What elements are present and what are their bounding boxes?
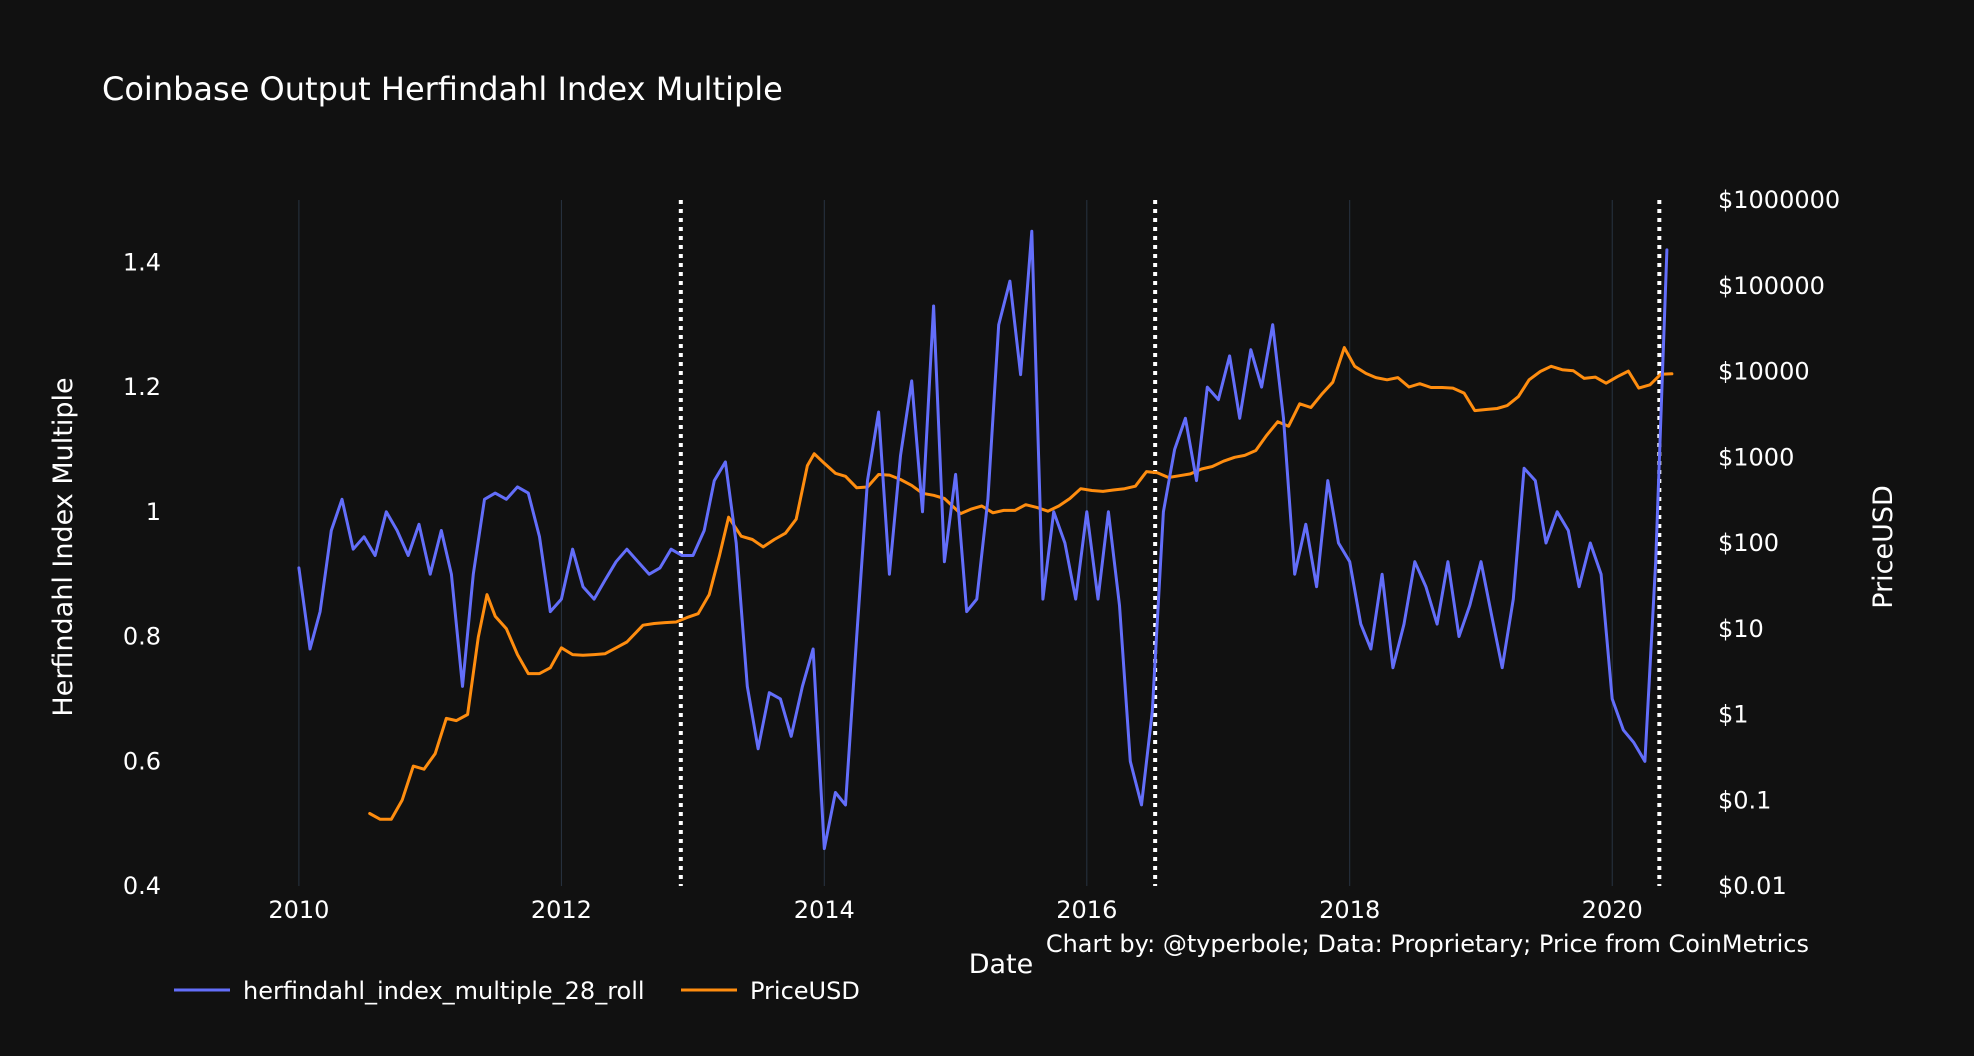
- vertical-dotted-markers: [678, 200, 1662, 886]
- y2-tick-label: $1000: [1718, 443, 1794, 471]
- chart-title: Coinbase Output Herfindahl Index Multipl…: [102, 70, 783, 108]
- y2-tick-label: $0.1: [1718, 786, 1771, 814]
- x-gridlines: [298, 200, 1613, 886]
- source-annotation: Chart by: @typerbole; Data: Proprietary;…: [1046, 930, 1809, 958]
- y-tick-label: 0.6: [123, 747, 161, 775]
- legend-item-priceusd[interactable]: PriceUSD: [681, 977, 860, 1005]
- y2-tick-label: $0.01: [1718, 872, 1787, 900]
- x-tick-label: 2014: [794, 896, 855, 924]
- y-tick-label: 0.4: [123, 872, 161, 900]
- y2-axis-ticks: $0.01 $0.1 $1 $10 $100 $1000 $10000 $100000 $100…: [1718, 186, 1840, 900]
- y-tick-label: 1: [146, 498, 161, 526]
- y-tick-label: 1.2: [123, 373, 161, 401]
- y2-tick-label: $1: [1718, 701, 1749, 729]
- x-axis-ticks: 2010 2012 2014 2016 2018 2020: [268, 896, 1642, 924]
- y-tick-label: 1.4: [123, 248, 161, 276]
- y-axis-label: Herfindahl Index Multiple: [48, 377, 79, 716]
- y2-tick-label: $100000: [1718, 272, 1825, 300]
- legend[interactable]: herfindahl_index_multiple_28_roll PriceU…: [174, 977, 860, 1005]
- y2-tick-label: $100: [1718, 529, 1779, 557]
- x-tick-label: 2012: [531, 896, 592, 924]
- y-tick-label: 0.8: [123, 623, 161, 651]
- y2-tick-label: $10000: [1718, 358, 1810, 386]
- y2-tick-label: $1000000: [1718, 186, 1840, 214]
- x-tick-label: 2016: [1056, 896, 1117, 924]
- x-tick-label: 2018: [1319, 896, 1380, 924]
- x-axis-label: Date: [969, 949, 1034, 980]
- legend-label-herfindahl: herfindahl_index_multiple_28_roll: [243, 977, 645, 1005]
- x-tick-label: 2010: [268, 896, 329, 924]
- y-axis-ticks: 0.4 0.6 0.8 1 1.2 1.4: [123, 248, 161, 900]
- legend-label-priceusd: PriceUSD: [750, 977, 860, 1005]
- series-lines: [297, 229, 1674, 851]
- legend-item-herfindahl[interactable]: herfindahl_index_multiple_28_roll: [174, 977, 645, 1005]
- y2-axis-label: PriceUSD: [1868, 485, 1899, 609]
- y2-tick-label: $10: [1718, 615, 1764, 643]
- series-line-herfindahl_index_multiple_28_roll: [297, 229, 1669, 851]
- series-line-PriceUSD: [368, 346, 1674, 821]
- x-tick-label: 2020: [1582, 896, 1643, 924]
